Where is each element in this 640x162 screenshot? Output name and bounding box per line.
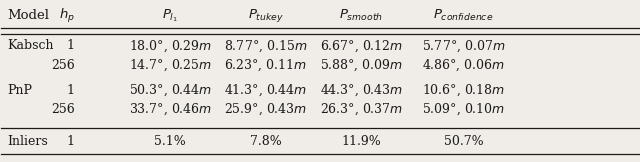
Text: 5.1%: 5.1% bbox=[154, 135, 186, 148]
Text: 14.7°, 0.25$m$: 14.7°, 0.25$m$ bbox=[129, 57, 212, 73]
Text: 25.9°, 0.43$m$: 25.9°, 0.43$m$ bbox=[224, 102, 307, 117]
Text: PnP: PnP bbox=[8, 84, 33, 97]
Text: $P_{confidence}$: $P_{confidence}$ bbox=[433, 8, 493, 23]
Text: $P_{tukey}$: $P_{tukey}$ bbox=[248, 7, 284, 24]
Text: 5.77°, 0.07$m$: 5.77°, 0.07$m$ bbox=[422, 38, 505, 54]
Text: Inliers: Inliers bbox=[8, 135, 49, 148]
Text: $P_{l_1}$: $P_{l_1}$ bbox=[162, 7, 179, 24]
Text: $h_p$: $h_p$ bbox=[59, 7, 75, 25]
Text: 33.7°, 0.46$m$: 33.7°, 0.46$m$ bbox=[129, 102, 212, 117]
Text: 256: 256 bbox=[51, 59, 75, 72]
Text: $P_{smooth}$: $P_{smooth}$ bbox=[339, 8, 383, 23]
Text: 50.7%: 50.7% bbox=[444, 135, 483, 148]
Text: 1: 1 bbox=[67, 135, 75, 148]
Text: 10.6°, 0.18$m$: 10.6°, 0.18$m$ bbox=[422, 83, 505, 98]
Text: 50.3°, 0.44$m$: 50.3°, 0.44$m$ bbox=[129, 83, 212, 98]
Text: Model: Model bbox=[8, 9, 50, 22]
Text: 5.09°, 0.10$m$: 5.09°, 0.10$m$ bbox=[422, 102, 505, 117]
Text: 4.86°, 0.06$m$: 4.86°, 0.06$m$ bbox=[422, 57, 505, 73]
Text: 8.77°, 0.15$m$: 8.77°, 0.15$m$ bbox=[224, 38, 308, 54]
Text: 44.3°, 0.43$m$: 44.3°, 0.43$m$ bbox=[320, 83, 403, 98]
Text: 256: 256 bbox=[51, 103, 75, 116]
Text: 1: 1 bbox=[67, 84, 75, 97]
Text: 6.67°, 0.12$m$: 6.67°, 0.12$m$ bbox=[320, 38, 403, 54]
Text: 41.3°, 0.44$m$: 41.3°, 0.44$m$ bbox=[224, 83, 307, 98]
Text: 7.8%: 7.8% bbox=[250, 135, 282, 148]
Text: 6.23°, 0.11$m$: 6.23°, 0.11$m$ bbox=[225, 57, 307, 73]
Text: 18.0°, 0.29$m$: 18.0°, 0.29$m$ bbox=[129, 38, 212, 54]
Text: 1: 1 bbox=[67, 40, 75, 52]
Text: 5.88°, 0.09$m$: 5.88°, 0.09$m$ bbox=[320, 57, 403, 73]
Text: Kabsch: Kabsch bbox=[8, 40, 54, 52]
Text: 26.3°, 0.37$m$: 26.3°, 0.37$m$ bbox=[320, 102, 403, 117]
Text: 11.9%: 11.9% bbox=[342, 135, 381, 148]
